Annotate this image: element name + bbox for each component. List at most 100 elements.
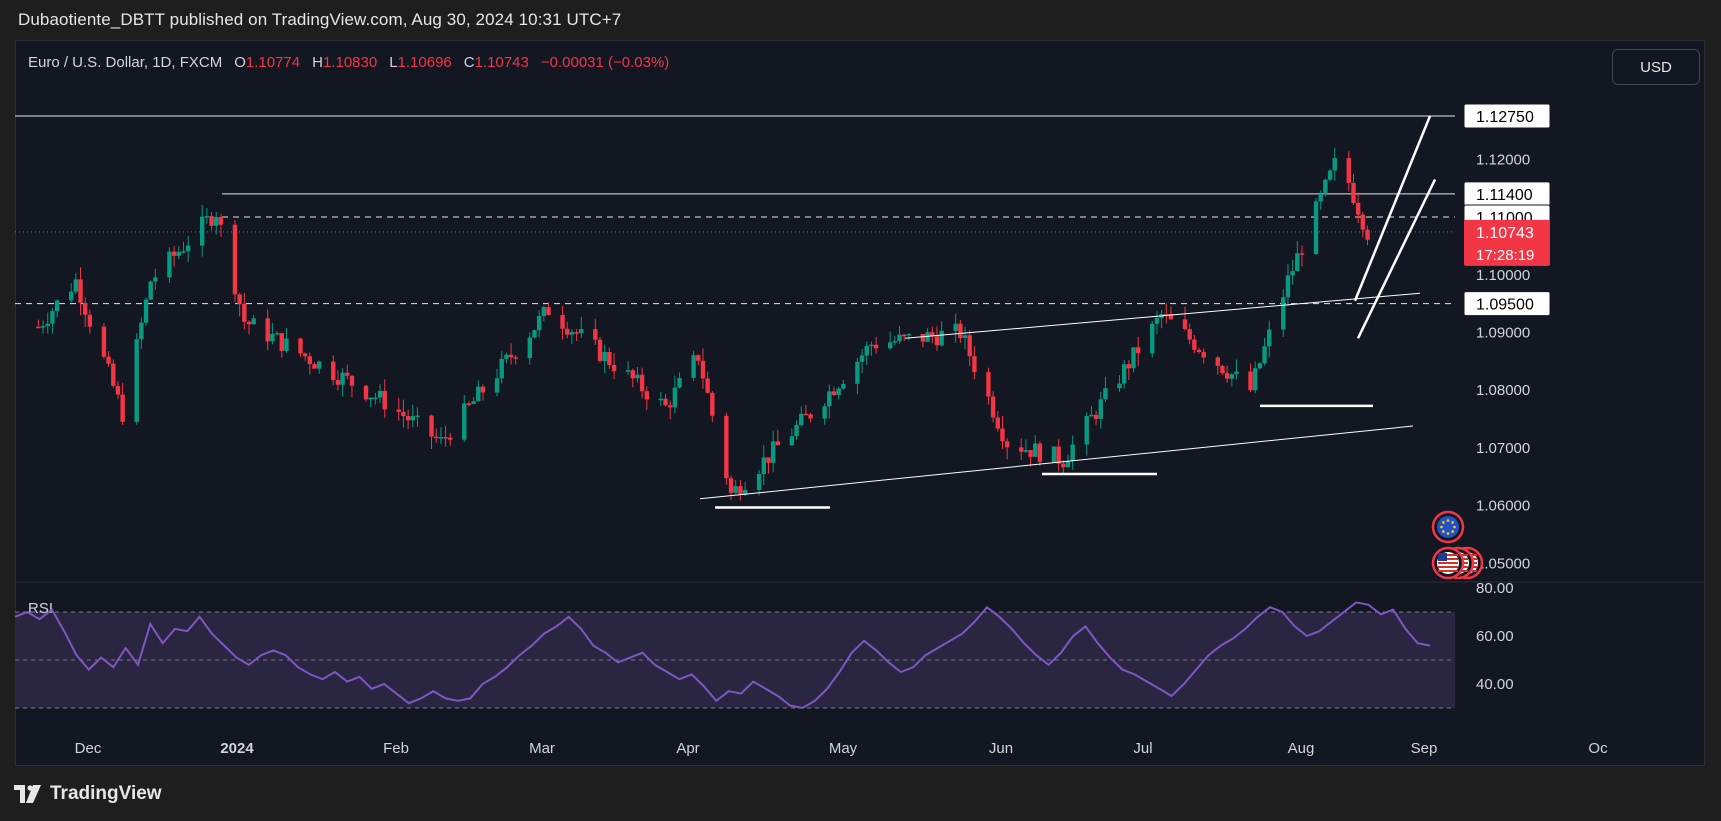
time-tick-label: Apr (676, 740, 699, 757)
candle (869, 341, 874, 356)
candle-body (279, 333, 284, 351)
candle (658, 392, 664, 407)
candle-body (546, 307, 551, 315)
candle (925, 328, 930, 343)
time-tick-label: Jul (1133, 740, 1152, 757)
candle (111, 359, 116, 388)
close-label: C (463, 54, 475, 71)
candle-body (892, 341, 898, 343)
candle (185, 235, 191, 263)
rsi-tick-label: 60.00 (1476, 628, 1514, 645)
current-price-label (1464, 219, 1550, 266)
candle-body (1187, 329, 1192, 340)
candle (864, 341, 869, 365)
candle (958, 319, 963, 343)
candle-body (668, 405, 673, 408)
candle (274, 330, 280, 335)
candle (1131, 347, 1136, 373)
candle-body (1154, 317, 1160, 324)
candle-body (237, 294, 242, 304)
symbol-label[interactable]: Euro / U.S. Dollar, 1D, FXCM (28, 54, 223, 71)
currency-button[interactable]: USD (1612, 49, 1700, 85)
candle (363, 384, 369, 402)
candle (476, 380, 481, 402)
low-label: L (389, 54, 398, 71)
candle (1285, 263, 1291, 307)
candle (1257, 362, 1263, 370)
candle-body (986, 372, 991, 397)
channel-upper-line (1353, 115, 1432, 302)
candle (611, 353, 617, 380)
candle-body (176, 251, 181, 256)
candle-body (1234, 371, 1239, 375)
candle-body (204, 216, 210, 218)
time-tick-label: Feb (383, 740, 409, 757)
candle-body (1346, 158, 1351, 183)
price-tick-label: 1.12000 (1476, 151, 1530, 168)
candle-body (770, 441, 776, 463)
candle (799, 406, 804, 427)
candle (1121, 359, 1127, 389)
candle (1004, 438, 1010, 460)
candle (508, 343, 514, 365)
time-tick-label: 2024 (220, 740, 254, 757)
candle (1051, 446, 1057, 463)
candle (827, 384, 832, 419)
candle (382, 379, 387, 418)
candle (1154, 310, 1160, 335)
candle-body (307, 356, 313, 365)
candle (115, 381, 121, 399)
candle (1262, 338, 1267, 366)
candle (1290, 259, 1295, 285)
candle-body (836, 388, 841, 395)
candle (560, 305, 565, 340)
candle (265, 309, 270, 351)
candle-body (200, 216, 205, 246)
candle (635, 366, 640, 383)
candle-body (499, 358, 504, 379)
candle (733, 479, 738, 494)
candle (148, 280, 153, 301)
candle (770, 430, 776, 473)
candle-body (443, 437, 448, 439)
candle (761, 445, 766, 486)
candle-body (340, 372, 345, 385)
candle (597, 336, 603, 363)
candle (1168, 306, 1174, 320)
candle-body (415, 415, 420, 417)
candle (373, 392, 378, 405)
candle (153, 268, 158, 290)
candle-body (672, 387, 678, 408)
candle-body (663, 398, 668, 406)
candle-body (1051, 446, 1057, 463)
candle (775, 429, 781, 446)
candle-body (831, 391, 837, 395)
candle (1019, 438, 1024, 460)
candle-body (363, 385, 369, 400)
candle (766, 457, 771, 474)
tradingview-brand[interactable]: TradingView (14, 783, 162, 805)
candle-body (738, 486, 743, 495)
candle-body (68, 291, 74, 301)
candle-body (1056, 446, 1061, 464)
price-tick-label: 1.10000 (1476, 267, 1530, 284)
candle (934, 326, 940, 351)
candle-body (803, 413, 809, 416)
candle (1267, 320, 1272, 358)
candle (167, 247, 172, 283)
candle-body (1318, 193, 1323, 202)
candle-body (761, 457, 766, 474)
candle (1164, 303, 1169, 324)
candle (504, 352, 509, 364)
candle (1355, 192, 1361, 224)
close-value: 1.10743 (474, 54, 529, 71)
candle-body (799, 413, 804, 425)
candle-body (1299, 253, 1305, 255)
candle-body (143, 299, 149, 323)
candle (513, 355, 518, 365)
candle-body (527, 337, 532, 359)
candle (607, 347, 612, 370)
candle (143, 297, 149, 326)
candle-body (242, 303, 247, 322)
